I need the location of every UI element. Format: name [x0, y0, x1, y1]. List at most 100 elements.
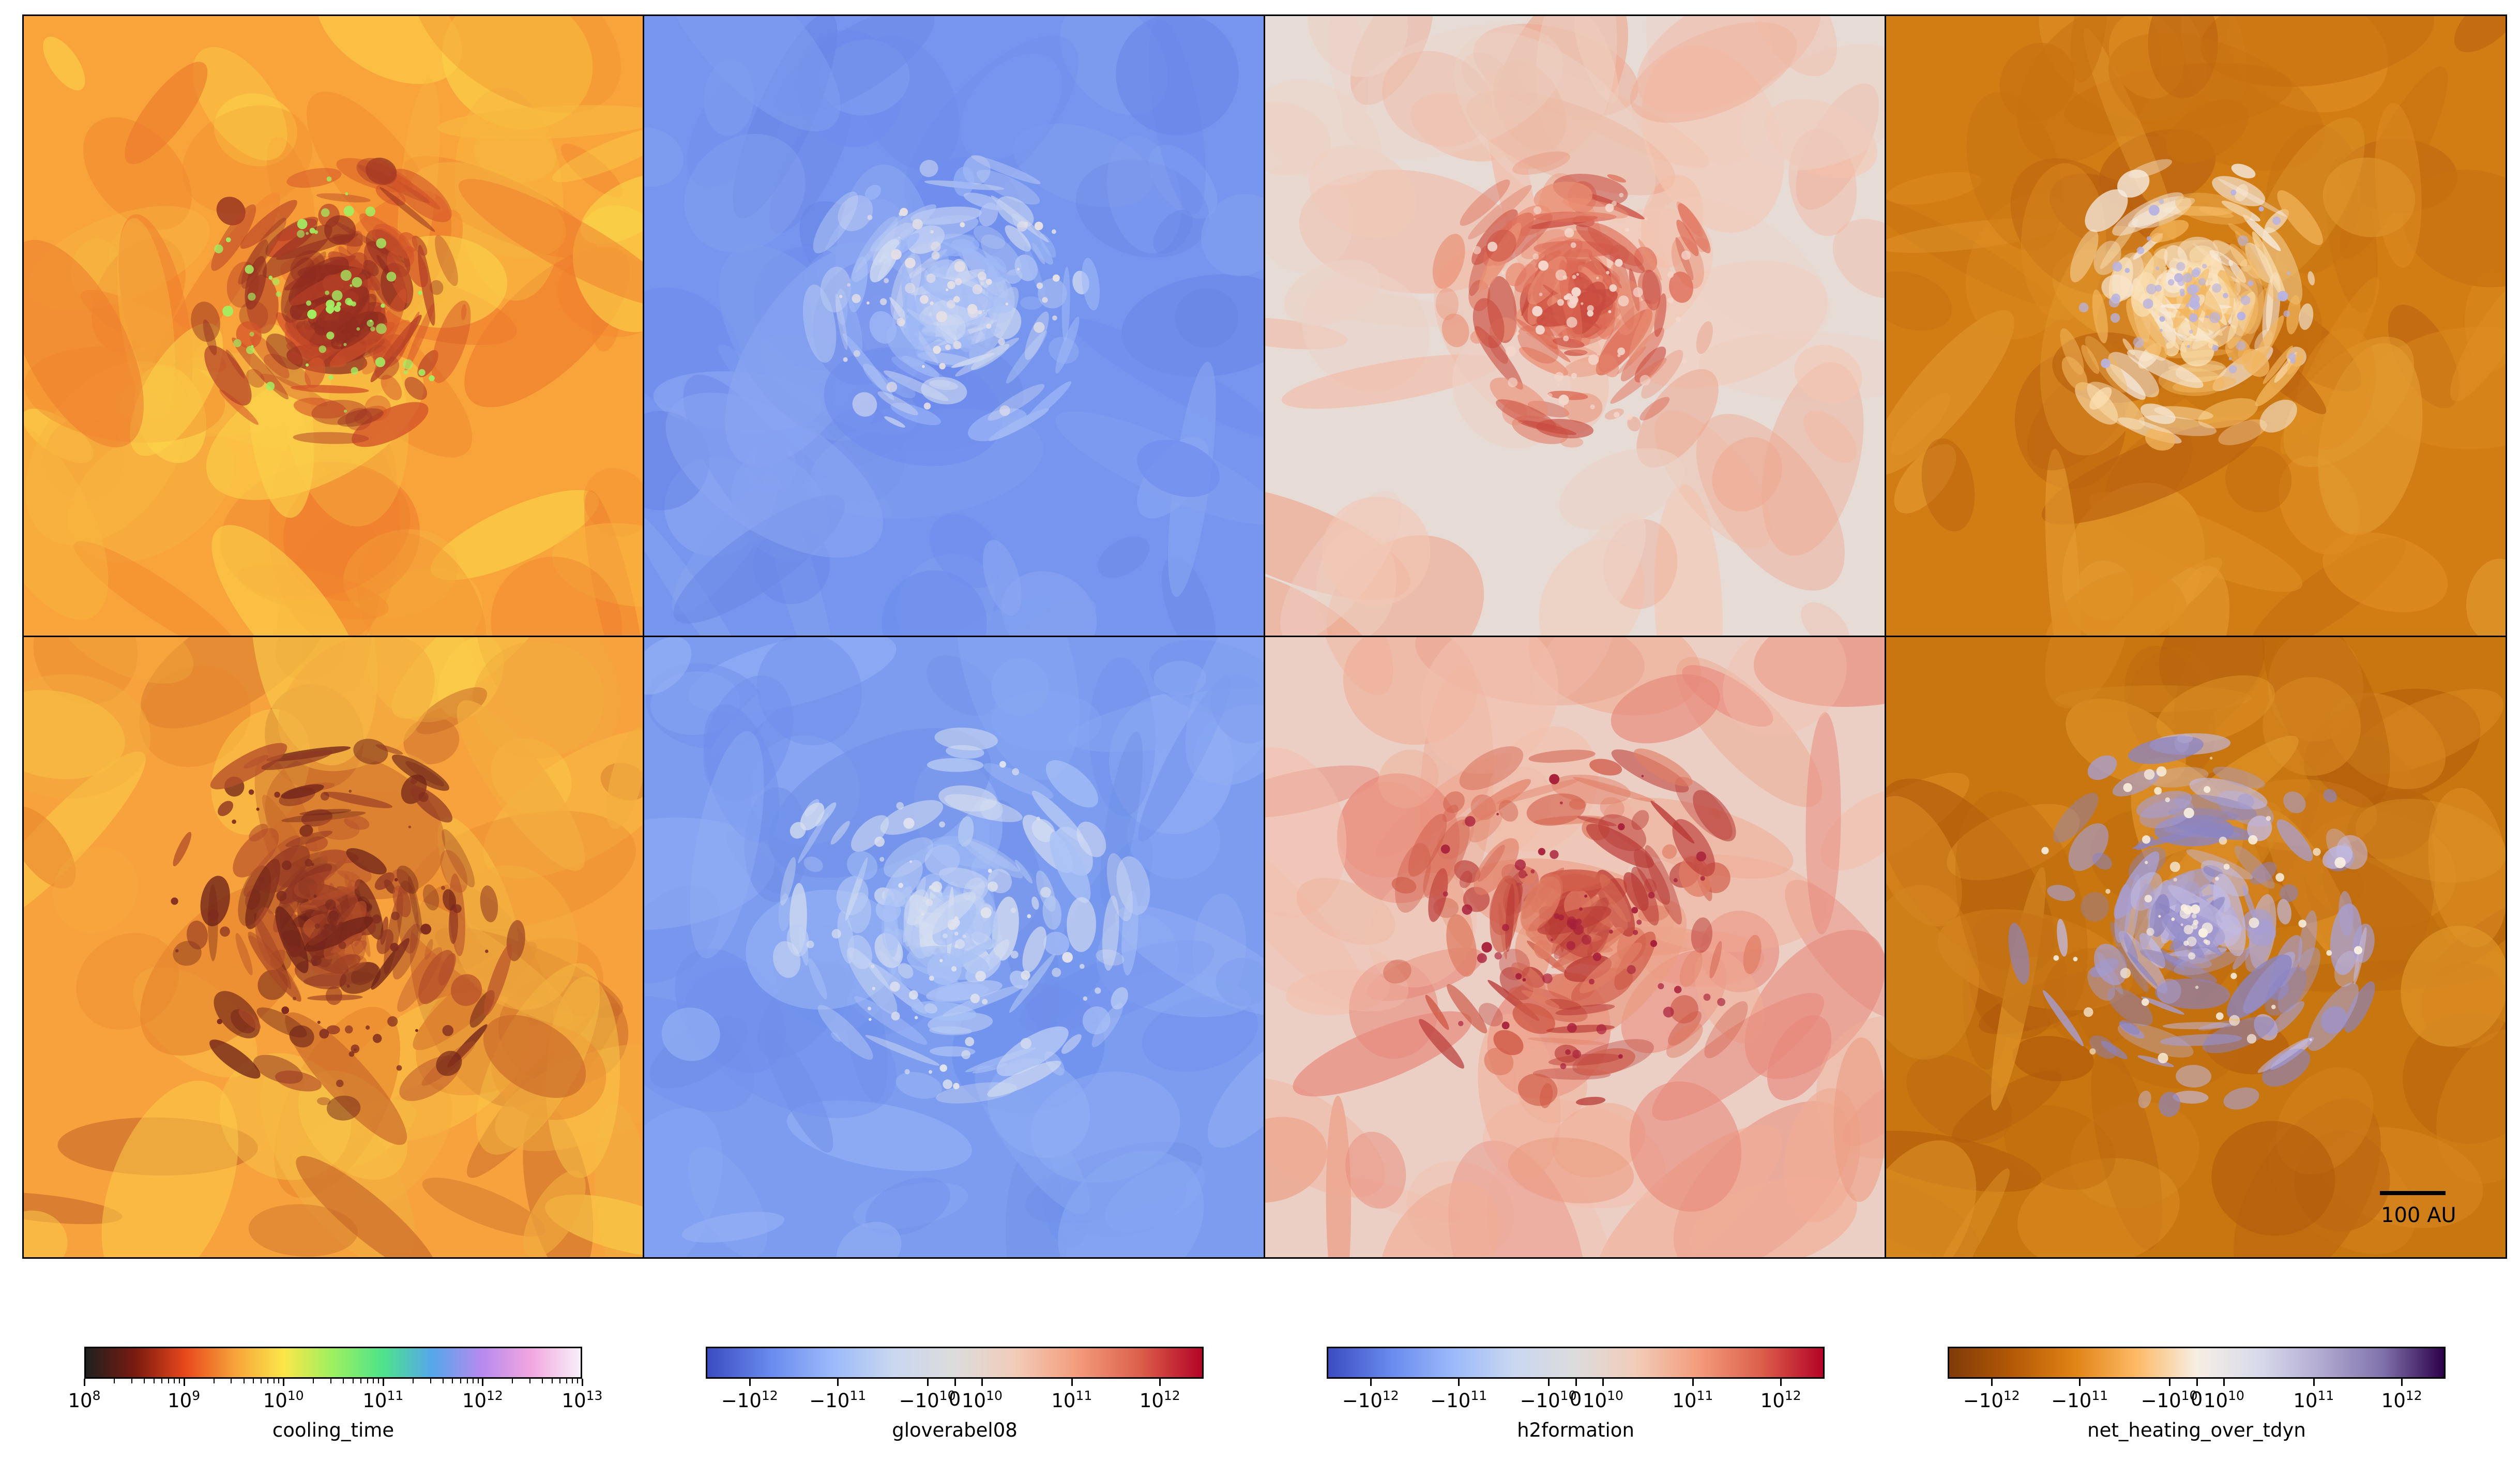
colorbar-minor-tick [153, 1379, 155, 1383]
colorbar-tick [1370, 1379, 1372, 1386]
heatmap-image [644, 16, 1264, 636]
colorbar-tick-label: 1010 [1583, 1388, 1623, 1412]
heatmap-image [24, 637, 643, 1257]
colorbar-tick-label: −1012 [721, 1388, 778, 1412]
colorbar-tick-label: 1011 [1672, 1388, 1713, 1412]
colorbar-tick [283, 1379, 285, 1386]
colorbar-minor-tick [267, 1379, 269, 1383]
colorbar-tick-label: 1010 [962, 1388, 1003, 1412]
colorbar-tick-label: 0 [1569, 1388, 1582, 1410]
heatmap-image [24, 16, 643, 636]
panel-gloverabel08-row1 [643, 14, 1265, 638]
colorbar-tick-label: −1011 [1430, 1388, 1487, 1412]
colorbar-minor-tick [178, 1379, 180, 1383]
colorbar-tick [927, 1379, 929, 1386]
colorbar-label: h2formation [1517, 1419, 1634, 1441]
colorbar-tick-label: −1011 [809, 1388, 867, 1412]
heatmap-image [1886, 637, 2506, 1257]
colorbar-minor-tick [529, 1379, 531, 1383]
colorbar-tick [837, 1379, 839, 1386]
colorbar-minor-tick [552, 1379, 553, 1383]
colorbar-minor-tick [477, 1379, 479, 1383]
colorbar-tick-label: −1011 [2051, 1388, 2108, 1412]
colorbar-tick-label: 1011 [1051, 1388, 1092, 1412]
panel-cooling-time-row1 [22, 14, 645, 638]
panel-cooling-time-row2 [22, 636, 645, 1259]
colorbar-minor-tick [442, 1379, 444, 1383]
colorbar-tick-label: 1012 [462, 1388, 503, 1412]
colorbar-tick [183, 1379, 185, 1386]
colorbar-tick [2223, 1379, 2225, 1386]
colorbar-h2formation [1327, 1347, 1825, 1379]
colorbar-minor-tick [231, 1379, 232, 1383]
colorbar-minor-tick [213, 1379, 215, 1383]
colorbar-minor-tick [360, 1379, 362, 1383]
colorbar-label: net_heating_over_tdyn [2087, 1419, 2306, 1441]
colorbar-tick [749, 1379, 751, 1386]
colorbar-minor-tick [460, 1379, 461, 1383]
panel-h2formation-row2 [1264, 636, 1886, 1259]
colorbar-minor-tick [273, 1379, 275, 1383]
colorbar-minor-tick [373, 1379, 374, 1383]
colorbar-tick [1071, 1379, 1073, 1386]
colorbar-minor-tick [131, 1379, 132, 1383]
colorbar-minor-tick [412, 1379, 414, 1383]
colorbar-net-heating-over-tdyn [1948, 1347, 2446, 1379]
colorbar-tick-label: 1011 [362, 1388, 404, 1412]
colorbar-gloverabel08 [706, 1347, 1204, 1379]
colorbar-minor-tick [261, 1379, 262, 1383]
colorbar-minor-tick [566, 1379, 568, 1383]
panel-gloverabel08-row2 [643, 636, 1265, 1259]
colorbar-tick [2313, 1379, 2315, 1386]
colorbar-minor-tick [352, 1379, 354, 1383]
colorbar-tick-label: 1011 [2293, 1388, 2334, 1412]
colorbar-minor-tick [161, 1379, 162, 1383]
colorbar-tick [954, 1379, 956, 1386]
colorbar-tick-label: −1010 [2141, 1388, 2198, 1412]
colorbar-tick [382, 1379, 384, 1386]
heatmap-image [1886, 16, 2506, 636]
colorbar-minor-tick [512, 1379, 513, 1383]
colorbar-minor-tick [173, 1379, 175, 1383]
colorbar-minor-tick [377, 1379, 379, 1383]
panel-net-heating-over-tdyn-row2 [1885, 636, 2507, 1259]
colorbar-tick [84, 1379, 85, 1386]
colorbar-minor-tick [168, 1379, 169, 1383]
colorbar-tick-label: 109 [168, 1388, 201, 1412]
colorbar-tick-label: −1010 [899, 1388, 956, 1412]
colorbar-minor-tick [143, 1379, 145, 1383]
colorbar-tick [2196, 1379, 2198, 1386]
panel-net-heating-over-tdyn-row1 [1885, 14, 2507, 638]
colorbar-minor-tick [330, 1379, 332, 1383]
scale-bar-label: 100 AU [2381, 1203, 2456, 1227]
colorbar-tick [2401, 1379, 2403, 1386]
colorbar-tick [2079, 1379, 2081, 1386]
colorbar-tick [1547, 1379, 1550, 1386]
colorbar-label: gloverabel08 [892, 1419, 1018, 1441]
colorbar-tick-label: −1012 [1342, 1388, 1399, 1412]
colorbar-tick-label: 108 [68, 1388, 101, 1412]
colorbar-minor-tick [430, 1379, 431, 1383]
colorbar-tick-label: 1010 [2204, 1388, 2244, 1412]
colorbar-minor-tick [278, 1379, 280, 1383]
colorbar-tick-label: −1010 [1520, 1388, 1577, 1412]
colorbar-tick [582, 1379, 583, 1386]
colorbar-tick [1780, 1379, 1782, 1386]
colorbar-tick [482, 1379, 484, 1386]
colorbar-tick [1602, 1379, 1604, 1386]
panel-h2formation-row1 [1264, 14, 1886, 638]
colorbar-minor-tick [243, 1379, 245, 1383]
colorbar-tick-label: 1012 [1139, 1388, 1180, 1412]
colorbar-cooling-time [84, 1347, 582, 1379]
colorbar-minor-tick [367, 1379, 368, 1383]
colorbar-minor-tick [466, 1379, 468, 1383]
colorbar-minor-tick [559, 1379, 561, 1383]
heatmap-image [1265, 637, 1885, 1257]
colorbar-minor-tick [542, 1379, 543, 1383]
heatmap-image [644, 637, 1264, 1257]
colorbar-minor-tick [313, 1379, 314, 1383]
scale-bar [2380, 1191, 2446, 1195]
colorbar-tick-label: 1012 [1760, 1388, 1801, 1412]
colorbar-tick-label: 1013 [561, 1388, 603, 1412]
colorbar-tick-label: 1010 [263, 1388, 304, 1412]
